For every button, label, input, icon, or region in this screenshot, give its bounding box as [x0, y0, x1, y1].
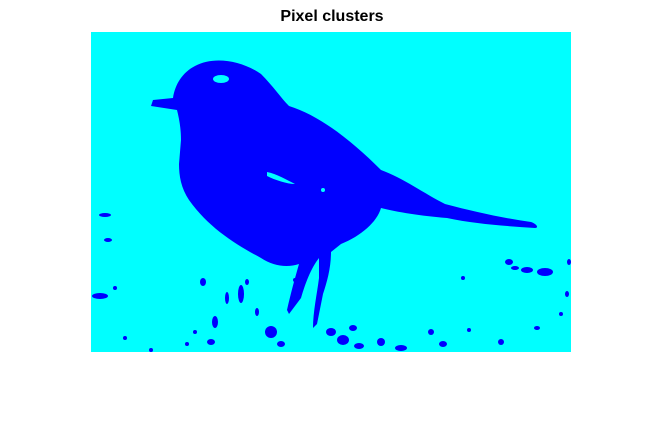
figure-title: Pixel clusters [280, 8, 384, 25]
ground-speckles [92, 213, 571, 352]
eye-highlight [213, 75, 229, 83]
wing-dot [321, 188, 325, 192]
bird-silhouette [151, 60, 538, 329]
cluster-image [91, 32, 571, 352]
wing-highlight [267, 172, 295, 184]
cluster-image-svg [91, 32, 571, 352]
